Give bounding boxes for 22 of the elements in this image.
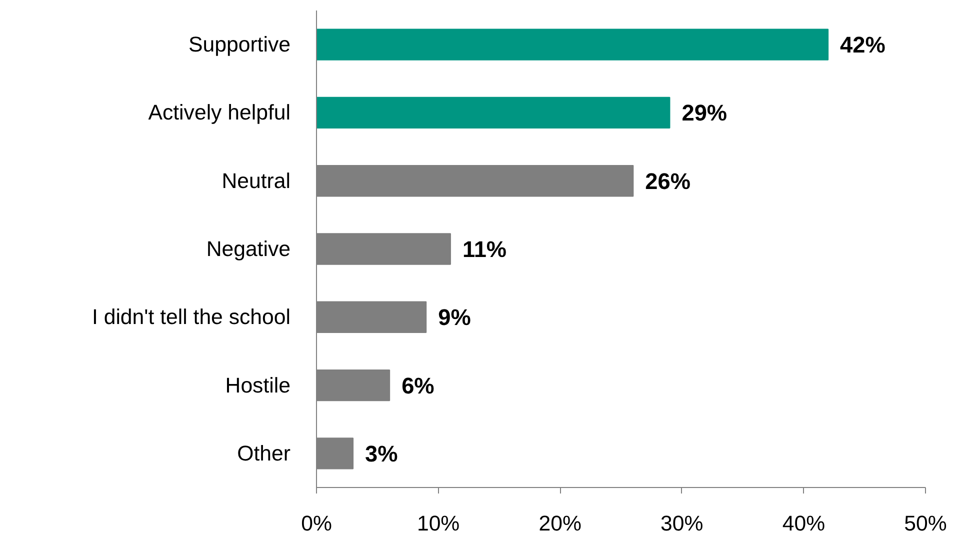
y-tick-label: Actively helpful — [148, 100, 291, 125]
y-tick-label: Hostile — [225, 373, 291, 398]
x-tick-label: 20% — [538, 512, 582, 536]
x-tick-label: 0% — [301, 512, 332, 536]
y-tick-label: Negative — [206, 237, 291, 261]
data-label: 42% — [840, 32, 886, 58]
x-tick-label: 50% — [904, 512, 947, 536]
bar — [316, 96, 670, 129]
data-label: 6% — [402, 372, 434, 398]
y-tick-label: Neutral — [222, 168, 291, 193]
data-label: 9% — [438, 304, 471, 330]
bar — [316, 28, 829, 60]
data-label: 3% — [365, 440, 398, 466]
x-tick-label: 40% — [782, 512, 826, 536]
data-label: 11% — [462, 236, 507, 262]
x-tick-label: 10% — [416, 512, 460, 536]
data-label: 29% — [682, 100, 728, 126]
y-tick-label: I didn't tell the school — [92, 305, 290, 330]
data-label: 26% — [645, 168, 691, 194]
x-tick-label: 30% — [660, 512, 704, 536]
y-tick-label: Supportive — [188, 32, 291, 57]
y-tick-label: Other — [237, 441, 291, 466]
